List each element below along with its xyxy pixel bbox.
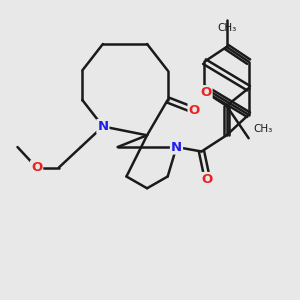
Text: O: O	[31, 161, 42, 174]
Text: O: O	[200, 86, 211, 99]
Text: N: N	[171, 141, 182, 154]
Text: O: O	[202, 173, 213, 186]
Text: O: O	[188, 104, 200, 117]
Text: CH₃: CH₃	[253, 124, 272, 134]
Text: N: N	[97, 120, 109, 133]
Text: CH₃: CH₃	[217, 23, 236, 33]
